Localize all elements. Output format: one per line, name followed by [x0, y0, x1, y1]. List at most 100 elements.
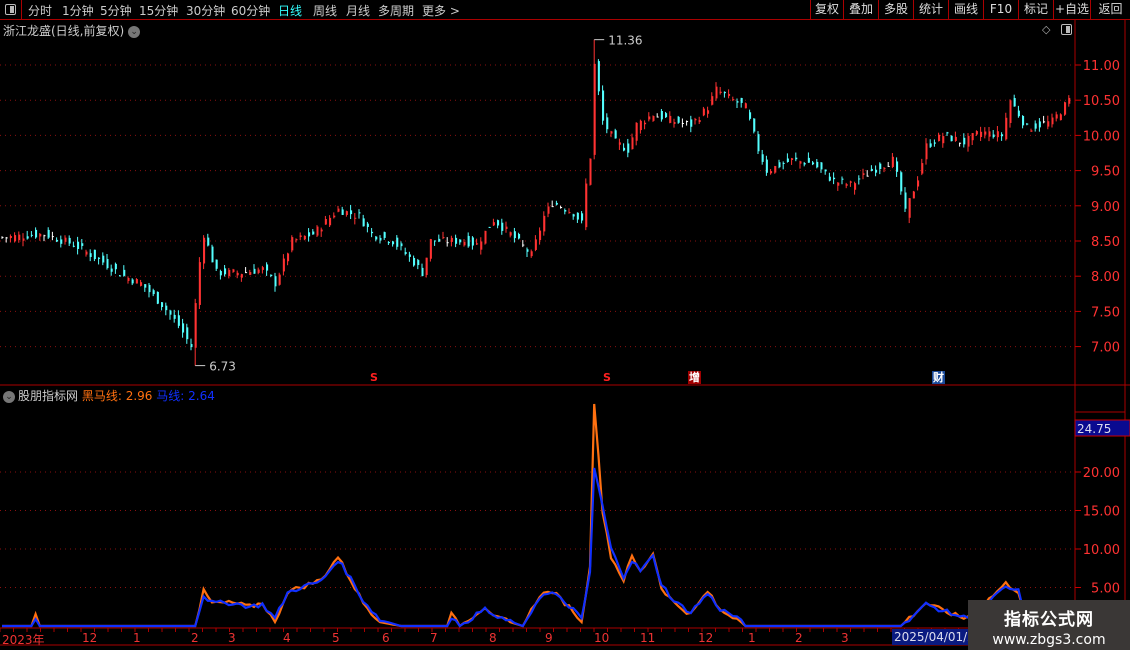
candle-body — [274, 276, 277, 287]
candle-body — [333, 215, 336, 218]
candle-body — [887, 165, 890, 167]
candle-body — [854, 183, 857, 190]
toolbar-button[interactable]: 复权 — [810, 0, 843, 19]
indicator-tick-label: 10.00 — [1083, 543, 1120, 558]
event-marker[interactable]: S — [370, 371, 378, 384]
candle-body — [996, 131, 999, 138]
candle-body — [366, 223, 369, 227]
candle-body — [299, 235, 302, 238]
candle-body — [110, 268, 113, 272]
candle-body — [803, 163, 806, 165]
candle-body — [400, 243, 403, 247]
period-tab[interactable]: 多周期 — [378, 4, 415, 18]
candle-body — [585, 183, 588, 228]
diamond-icon[interactable]: ◇ — [1042, 23, 1051, 36]
candle-body — [480, 241, 483, 250]
candle-body — [492, 222, 495, 226]
candle-body — [984, 131, 987, 135]
toolbar-button[interactable]: 叠加 — [843, 0, 878, 19]
period-tab[interactable]: 月线 — [346, 4, 371, 18]
candle-body — [51, 236, 54, 238]
candle-body — [224, 268, 227, 275]
candle-body — [450, 237, 453, 242]
period-tab[interactable]: 30分钟 — [186, 4, 226, 18]
date-label: 12 — [698, 631, 714, 645]
period-tab[interactable]: 15分钟 — [139, 4, 179, 18]
candle-body — [912, 191, 915, 199]
candle-body — [744, 103, 747, 109]
candle-body — [215, 259, 218, 269]
toolbar-button[interactable]: +自选 — [1053, 0, 1090, 19]
event-marker[interactable]: 增 — [688, 371, 701, 384]
price-tick-label: 7.50 — [1091, 305, 1120, 320]
candle-body — [190, 344, 193, 348]
candle-body — [278, 274, 281, 285]
candle-body — [749, 112, 752, 119]
toolbar-button[interactable]: 画线 — [948, 0, 983, 19]
candle-body — [845, 184, 848, 186]
candle-body — [534, 239, 537, 250]
candle-body — [757, 134, 760, 152]
candle-body — [295, 239, 298, 241]
period-tab[interactable]: 周线 — [313, 4, 338, 18]
candle-body — [959, 142, 962, 144]
candle-body — [950, 135, 953, 142]
period-tab[interactable]: 分时 — [28, 4, 53, 18]
indicator-tick-label: 5.00 — [1091, 582, 1120, 597]
period-tab[interactable]: 更多 > — [422, 4, 460, 18]
toolbar-button[interactable]: F10 — [983, 0, 1018, 19]
toolbar-button[interactable]: 标记 — [1018, 0, 1053, 19]
date-label: 5 — [332, 631, 340, 645]
candle-body — [98, 257, 101, 259]
candle-body — [463, 242, 466, 246]
period-tab[interactable]: 60分钟 — [231, 4, 271, 18]
period-tab[interactable]: 1分钟 — [62, 4, 94, 18]
toolbar-button[interactable]: 统计 — [913, 0, 948, 19]
candle-body — [77, 241, 80, 249]
candle-body — [547, 206, 550, 214]
date-label: 3 — [228, 631, 236, 645]
panel-toggle-icon[interactable] — [1061, 24, 1072, 35]
date-label: 9 — [545, 631, 553, 645]
candle-body — [291, 237, 294, 251]
price-tick-label: 11.00 — [1083, 59, 1120, 74]
candle-body — [249, 272, 252, 275]
candle-body — [669, 115, 672, 123]
candle-body — [740, 97, 743, 103]
indicator-name[interactable]: 股朋指标网 — [18, 389, 79, 403]
period-tab[interactable]: 日线 — [278, 4, 303, 18]
candle-body — [312, 231, 315, 235]
date-label: 6 — [382, 631, 390, 645]
layout-toggle-icon[interactable] — [0, 0, 22, 19]
candle-body — [9, 236, 12, 239]
candle-body — [841, 178, 844, 180]
candle-body — [39, 233, 42, 237]
date-label: 2 — [795, 631, 803, 645]
candle-body — [942, 136, 945, 144]
candle-body — [135, 279, 138, 284]
candle-body — [896, 161, 899, 172]
period-tab[interactable]: 5分钟 — [100, 4, 132, 18]
chevron-down-icon[interactable]: ⌄ — [128, 25, 141, 38]
candle-body — [656, 116, 659, 118]
candle-body — [5, 237, 8, 239]
candle-body — [404, 252, 407, 254]
event-marker[interactable]: S — [603, 371, 611, 384]
event-marker[interactable]: 财 — [932, 371, 945, 384]
toolbar-button[interactable]: 多股 — [878, 0, 913, 19]
candle-body — [971, 133, 974, 141]
date-label: 12 — [82, 631, 98, 645]
candle-body — [606, 117, 609, 130]
candle-body — [245, 272, 248, 274]
toolbar-button[interactable]: 返回 — [1090, 0, 1130, 19]
candle-body — [106, 259, 109, 269]
candle-body — [148, 284, 151, 293]
candle-body — [161, 302, 164, 308]
chevron-down-icon[interactable]: ⌄ — [3, 390, 15, 403]
candle-body — [774, 166, 777, 173]
candle-body — [114, 263, 117, 270]
candle-body — [921, 163, 924, 174]
candle-body — [442, 237, 445, 239]
candle-body — [698, 120, 701, 123]
